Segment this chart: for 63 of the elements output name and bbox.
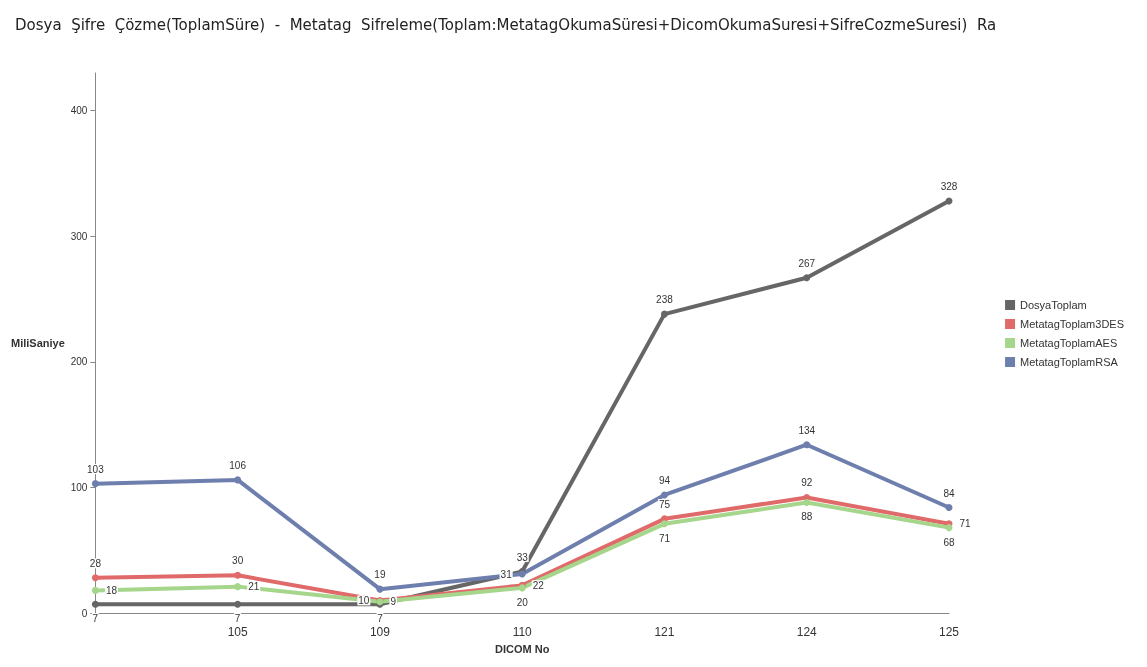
- data-label: 7: [234, 613, 241, 625]
- data-label: 30: [232, 555, 244, 567]
- data-label: 92: [801, 477, 813, 489]
- point: [803, 441, 811, 449]
- data-label: 103: [87, 463, 105, 475]
- data-label: 7: [377, 613, 384, 625]
- point: [660, 491, 668, 499]
- legend-label: MetatagToplamAES: [1020, 337, 1118, 349]
- data-label: 20: [516, 596, 529, 608]
- point: [91, 600, 99, 608]
- point: [945, 524, 953, 532]
- data-label: 75: [658, 498, 671, 510]
- point: [376, 585, 384, 593]
- y-tick-label: 200: [70, 356, 88, 368]
- data-label: 9: [390, 596, 397, 608]
- data-label: 21: [248, 581, 260, 593]
- x-tick-label: 105: [227, 625, 248, 639]
- point: [803, 498, 811, 506]
- data-label: 22: [532, 579, 545, 591]
- point: [234, 476, 242, 484]
- y-tick-label: 400: [70, 105, 88, 117]
- point: [234, 600, 242, 608]
- x-tick-label: 110: [512, 625, 533, 639]
- point: [91, 480, 99, 488]
- point: [945, 504, 953, 512]
- x-tick-label: 109: [369, 625, 391, 639]
- data-label: 238: [656, 294, 674, 306]
- point: [660, 310, 668, 318]
- data-label: 267: [798, 257, 816, 269]
- data-label: 88: [801, 511, 813, 523]
- y-tick-label: 100: [70, 481, 88, 493]
- point: [234, 583, 242, 591]
- data-label: 71: [658, 532, 671, 544]
- chart-title: Dosya Şifre Çözme(ToplamSüre) - Metatag Sifreleme(Toplam:MetatagOkumaSüresi+DicomOkumaSuresi+SifreCozmeSuresi) Ra: [15, 15, 997, 34]
- data-label: 94: [658, 474, 671, 486]
- data-label: 10: [358, 594, 370, 606]
- y-tick-label: 0: [81, 607, 88, 619]
- y-tick-label: 300: [70, 230, 88, 242]
- data-label: 28: [89, 557, 102, 569]
- x-axis-title: DICOM No: [495, 642, 550, 655]
- point: [803, 274, 811, 282]
- data-label: 31: [500, 568, 513, 580]
- data-label: 19: [374, 569, 386, 581]
- data-label: 106: [229, 459, 247, 471]
- point: [91, 586, 99, 594]
- x-tick-label: 125: [938, 625, 960, 639]
- y-axis-title: MiliSaniye: [11, 337, 65, 349]
- point: [91, 574, 99, 582]
- data-label: 134: [798, 424, 816, 436]
- data-label: 68: [943, 536, 955, 548]
- legend-label: DosyaToplam: [1020, 299, 1087, 311]
- data-label: 33: [516, 551, 529, 563]
- data-label: 84: [943, 487, 955, 499]
- data-label: 328: [940, 181, 958, 193]
- point: [660, 520, 668, 528]
- x-tick-label: 121: [654, 625, 675, 639]
- data-label: 71: [959, 518, 972, 530]
- x-tick-label: 124: [796, 625, 818, 639]
- data-label: 18: [105, 584, 118, 596]
- legend-label: MetatagToplam3DES: [1020, 318, 1125, 330]
- legend-label: MetatagToplamRSA: [1020, 356, 1119, 368]
- point: [234, 571, 242, 579]
- data-label: 7: [92, 613, 99, 625]
